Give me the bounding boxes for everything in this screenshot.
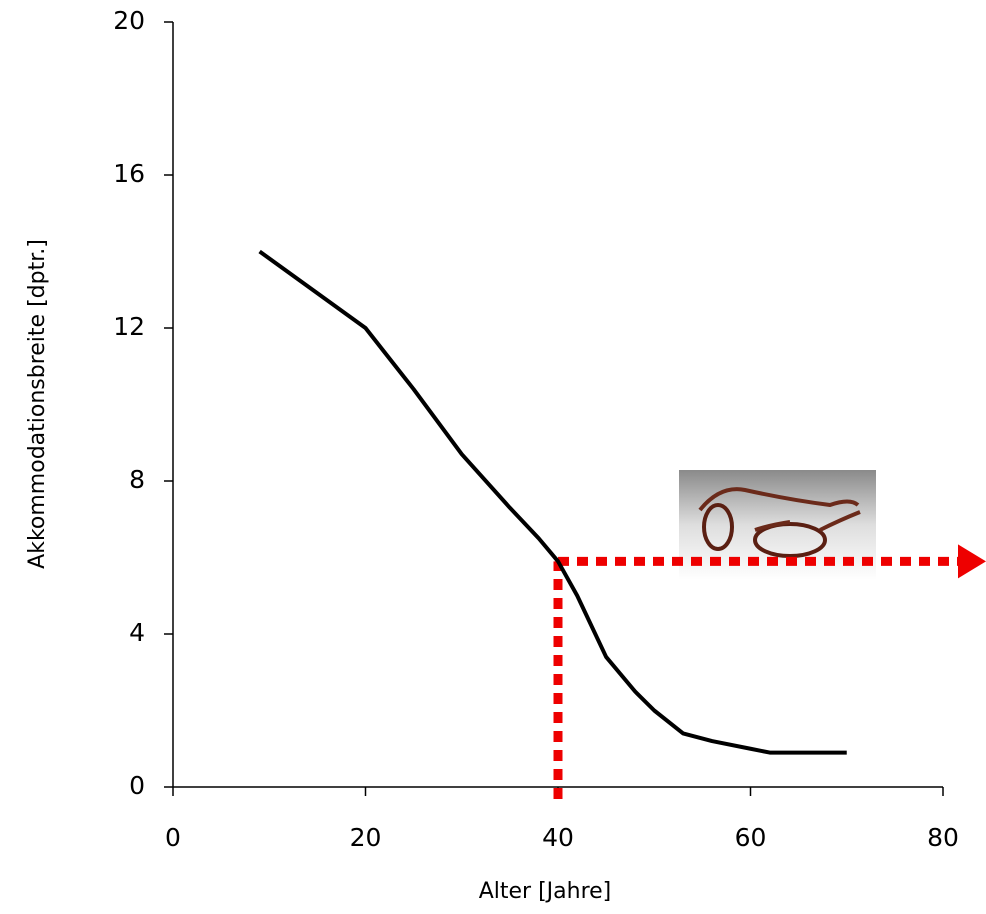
y-tick-label: 8 [129, 465, 145, 494]
x-tick-label: 20 [350, 823, 382, 852]
y-tick-label: 16 [113, 159, 145, 188]
y-tick-label: 20 [113, 6, 145, 35]
x-tick-label: 80 [927, 823, 959, 852]
y-axis-label: Akkommodationsbreite [dptr.] [25, 239, 50, 569]
x-tick-label: 60 [735, 823, 767, 852]
highlight-arrow [958, 544, 986, 579]
data-line [258, 249, 847, 755]
x-tick-label: 0 [165, 823, 181, 852]
x-tick-label: 40 [542, 823, 574, 852]
y-tick-label: 0 [129, 771, 145, 800]
x-axis-label: Alter [Jahre] [479, 879, 612, 904]
y-tick-label: 4 [129, 618, 145, 647]
y-tick-label: 12 [113, 312, 145, 341]
